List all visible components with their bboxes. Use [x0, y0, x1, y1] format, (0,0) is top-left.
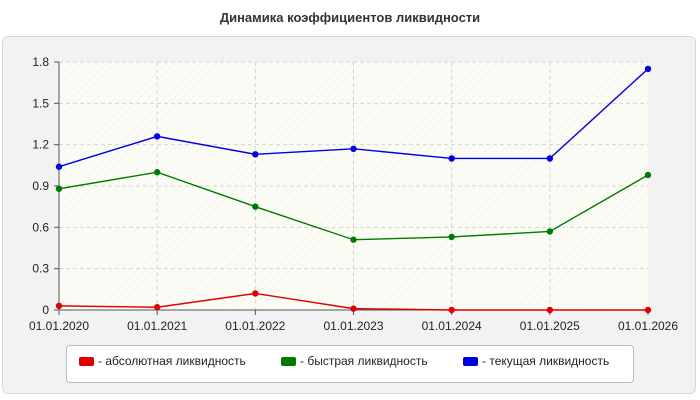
data-point-current — [153, 133, 161, 140]
data-point-absolute — [350, 305, 357, 312]
y-tick-label: 1.8 — [32, 55, 49, 69]
data-point-quick — [644, 171, 652, 179]
legend-item-current: - текущая ликвидность — [463, 354, 609, 368]
y-tick-label: 0.9 — [32, 179, 49, 193]
chart-title: Динамика коэффициентов ликвидности — [219, 10, 481, 25]
data-point-absolute — [153, 304, 161, 311]
legend-swatch-current — [463, 356, 478, 366]
data-point-absolute — [644, 306, 652, 314]
data-point-absolute — [55, 302, 63, 310]
data-point-absolute — [448, 306, 455, 314]
x-tick-label: 01.01.2023 — [323, 319, 383, 333]
data-point-quick — [55, 185, 63, 192]
data-point-current — [546, 155, 554, 162]
legend: - абсолютная ликвидность - быстрая ликви… — [66, 345, 634, 383]
x-tick-label: 01.01.2020 — [29, 319, 89, 333]
legend-swatch-quick — [281, 356, 296, 366]
y-tick-label: 0 — [42, 303, 49, 317]
y-tick-label: 0.3 — [32, 262, 49, 276]
legend-swatch-absolute — [79, 356, 94, 366]
y-tick-label: 0.6 — [32, 220, 49, 234]
data-point-quick — [153, 169, 161, 176]
data-point-quick — [252, 203, 259, 210]
x-tick-label: 01.01.2025 — [520, 319, 580, 333]
legend-item-quick: - быстрая ликвидность — [281, 354, 428, 368]
data-point-current — [252, 151, 259, 158]
data-point-absolute — [252, 290, 259, 297]
legend-item-absolute: - абсолютная ликвидность — [79, 354, 246, 368]
x-tick-label: 01.01.2024 — [422, 319, 482, 333]
x-tick-label: 01.01.2022 — [225, 319, 285, 333]
chart-plot: 0 0.3 0.6 0.9 1.2 1.5 1.8 01.01.2020 01.01.2021 0… — [29, 55, 678, 333]
data-point-current — [644, 65, 652, 73]
legend-label-current: - текущая ликвидность — [482, 354, 610, 368]
data-point-current — [350, 145, 357, 152]
legend-label-quick: - быстрая ликвидность — [300, 354, 428, 368]
data-point-quick — [546, 228, 554, 235]
legend-label-absolute: - абсолютная ликвидность — [98, 354, 246, 368]
data-point-current — [448, 155, 455, 162]
data-point-current — [55, 163, 63, 170]
data-point-quick — [448, 233, 455, 241]
y-tick-label: 1.2 — [32, 138, 49, 152]
x-tick-label: 01.01.2021 — [127, 319, 187, 333]
data-point-quick — [350, 236, 357, 243]
x-tick-label: 01.01.2026 — [618, 319, 678, 333]
y-tick-label: 1.5 — [32, 96, 49, 110]
data-point-absolute — [546, 306, 554, 314]
